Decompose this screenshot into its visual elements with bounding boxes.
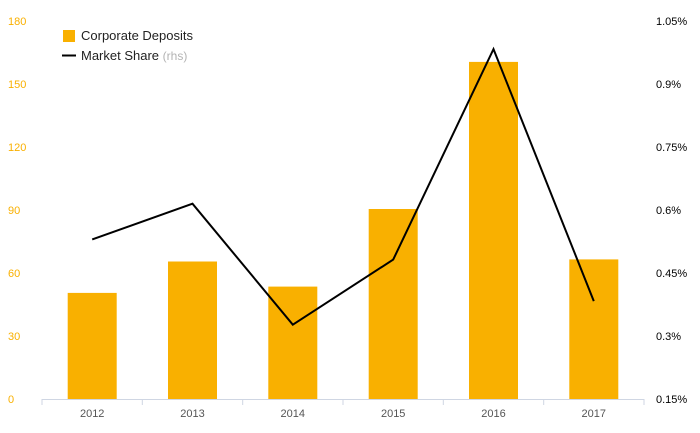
- y-right-tick-label: 1.05%: [656, 16, 687, 28]
- y-right-tick-label: 0.45%: [656, 268, 687, 280]
- legend-swatch-corporate-deposits: [63, 30, 75, 42]
- x-tick-label: 2016: [481, 408, 505, 420]
- y-left-tick-label: 90: [8, 205, 20, 217]
- x-tick-label: 2013: [180, 408, 204, 420]
- x-tick-label: 2015: [381, 408, 405, 420]
- bar-series-corporate-deposits: [67, 61, 619, 400]
- axes: 2012 2013 2014 2015 2016 2017 0 30 60 90 120 150 180…: [8, 16, 687, 420]
- bar-2017: [569, 259, 619, 399]
- x-tick-label: 2014: [281, 408, 305, 420]
- y-left-tick-label: 60: [8, 268, 20, 280]
- x-tick-label: 2012: [80, 408, 104, 420]
- legend-axis-note: (rhs): [163, 49, 188, 63]
- market-share-line: [91, 46, 595, 327]
- y-right-tick-label: 0.6%: [656, 205, 681, 217]
- bar-2015: [368, 209, 418, 399]
- line-series-market-share: [91, 46, 595, 327]
- legend-series-name: Market Share: [81, 48, 163, 63]
- y-left-tick-label: 30: [8, 331, 20, 343]
- y-left-tick-label: 0: [8, 394, 14, 406]
- y-right-tick-label: 0.15%: [656, 394, 687, 406]
- y-right-tick-label: 0.9%: [656, 79, 681, 91]
- bar-2016: [469, 61, 518, 400]
- y-left-tick-label: 150: [8, 79, 26, 91]
- y-right-tick-label: 0.75%: [656, 142, 687, 154]
- y-right-tick-label: 0.3%: [656, 331, 681, 343]
- legend-label-corporate-deposits: Corporate Deposits: [81, 28, 193, 43]
- bar-2013: [168, 261, 217, 399]
- y-left-tick-label: 180: [8, 16, 26, 28]
- legend-label-market-share: Market Share (rhs): [81, 48, 187, 63]
- y-left-tick-label: 120: [8, 142, 26, 154]
- x-tick-label: 2017: [582, 408, 606, 420]
- legend: Corporate Deposits Market Share (rhs): [62, 28, 193, 63]
- bar-2012: [67, 292, 117, 399]
